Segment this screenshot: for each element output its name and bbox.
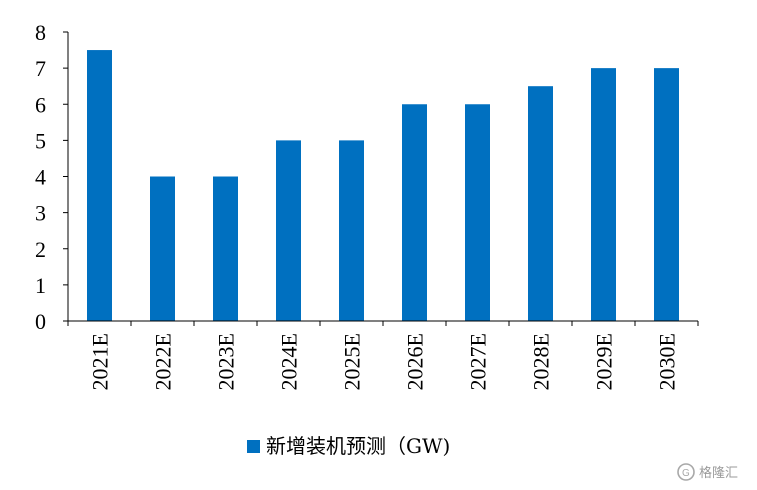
watermark: G 格隆汇 (677, 463, 738, 481)
bar-2024E (276, 140, 301, 321)
bar-2027E (465, 104, 490, 321)
y-tick-label: 6 (35, 92, 46, 117)
bar-2030E (654, 68, 679, 321)
bar-2026E (402, 104, 427, 321)
y-tick-label: 4 (35, 165, 46, 190)
x-category-label: 2023E (214, 333, 239, 390)
y-tick-label: 1 (35, 273, 46, 298)
bar-2023E (213, 176, 238, 321)
y-tick-label: 0 (35, 309, 46, 334)
bars (87, 50, 679, 321)
y-tick-label: 5 (35, 128, 46, 153)
x-category-label: 2022E (151, 333, 176, 390)
watermark-logo-letter: G (682, 468, 690, 479)
x-axis: 2021E 2022E 2023E 2024E 2025E 2026E 2027E 2028E… (67, 320, 699, 390)
legend-swatch (247, 440, 260, 453)
bar-2028E (528, 86, 553, 321)
y-axis: 0 1 2 3 4 5 6 7 8 (35, 20, 69, 334)
x-category-label: 2025E (340, 333, 365, 390)
bar-2021E (87, 50, 112, 321)
x-category-label: 2021E (88, 333, 113, 390)
watermark-logo-icon (677, 463, 695, 481)
bar-2029E (591, 68, 616, 321)
y-tick-label: 2 (35, 237, 46, 262)
y-tick-label: 3 (35, 201, 46, 226)
bar-2022E (150, 176, 175, 321)
y-tick-label: 8 (35, 20, 46, 45)
watermark-text: 格隆汇 (699, 465, 738, 481)
legend-label: 新增装机预测（GW) (266, 434, 450, 458)
x-category-label: 2024E (277, 333, 302, 390)
y-tick-label: 7 (35, 56, 46, 81)
x-category-label: 2026E (403, 333, 428, 390)
bar-2025E (339, 140, 364, 321)
x-category-label: 2028E (529, 333, 554, 390)
legend: 新增装机预测（GW) (247, 434, 450, 458)
x-category-label: 2029E (592, 333, 617, 390)
x-category-label: 2027E (466, 333, 491, 390)
x-category-label: 2030E (655, 333, 680, 390)
